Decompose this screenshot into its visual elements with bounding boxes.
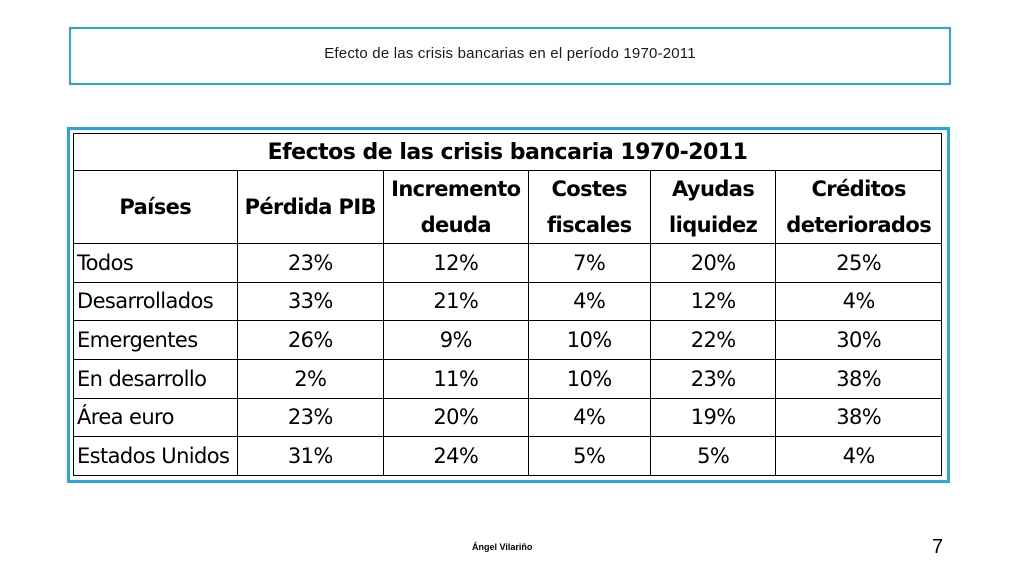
cell-costes-fiscales: 10% — [527, 320, 651, 360]
cell-creditos-deteriorados: 4% — [775, 281, 942, 322]
cell-creditos-deteriorados: 38% — [775, 397, 942, 438]
cell-creditos-deteriorados: 25% — [775, 243, 942, 283]
header-perdida-pib: Pérdida PIB — [236, 170, 385, 244]
header-paises: Países — [73, 170, 238, 244]
cell-creditos-deteriorados: 30% — [775, 320, 942, 360]
cell-perdida-pib: 26% — [236, 320, 385, 360]
header-costes-fiscales: Costes fiscales — [527, 170, 651, 244]
footer-author: Ángel Vilariño — [472, 542, 533, 552]
cell-costes-fiscales: 10% — [527, 358, 651, 399]
header-incremento-deuda: Incremento deuda — [383, 170, 529, 244]
table-row: Estados Unidos 31% 24% 5% 5% 4% — [73, 436, 942, 476]
header-creditos-deteriorados-line1: Créditos — [811, 177, 906, 201]
cell-creditos-deteriorados: 38% — [775, 358, 942, 399]
cell-perdida-pib: 31% — [236, 436, 385, 476]
header-ayudas-liquidez-line2: liquidez — [669, 213, 758, 237]
cell-incremento-deuda: 9% — [383, 320, 529, 360]
header-ayudas-liquidez-line1: Ayudas — [672, 177, 755, 201]
cell-ayudas-liquidez: 20% — [649, 243, 777, 283]
cell-incremento-deuda: 11% — [383, 358, 529, 399]
cell-costes-fiscales: 4% — [527, 397, 651, 438]
cell-ayudas-liquidez: 12% — [649, 281, 777, 322]
cell-perdida-pib: 23% — [236, 243, 385, 283]
cell-perdida-pib: 33% — [236, 281, 385, 322]
row-label: Emergentes — [73, 320, 238, 360]
row-label: Estados Unidos — [73, 436, 238, 476]
table-header-row: Países Pérdida PIB Incremento deuda Coste… — [73, 170, 942, 244]
row-label: Área euro — [73, 397, 238, 438]
cell-incremento-deuda: 20% — [383, 397, 529, 438]
header-ayudas-liquidez: Ayudas liquidez — [649, 170, 777, 244]
cell-incremento-deuda: 24% — [383, 436, 529, 476]
header-perdida-pib-line1: Pérdida PIB — [244, 195, 377, 219]
table-row: En desarrollo 2% 11% 10% 23% 38% — [73, 358, 942, 399]
cell-ayudas-liquidez: 22% — [649, 320, 777, 360]
cell-costes-fiscales: 4% — [527, 281, 651, 322]
header-paises-line1: Países — [119, 195, 192, 219]
page-number: 7 — [932, 536, 944, 558]
header-costes-fiscales-line1: Costes — [551, 177, 627, 201]
header-incremento-deuda-line1: Incremento — [391, 177, 521, 201]
header-creditos-deteriorados-line2: deteriorados — [786, 213, 932, 237]
table-caption: Efectos de las crisis bancaria 1970-2011 — [73, 133, 942, 171]
slide-title: Efecto de las crisis bancarias en el per… — [324, 45, 696, 62]
table-row: Área euro 23% 20% 4% 19% 38% — [73, 397, 942, 438]
table-row: Emergentes 26% 9% 10% 22% 30% — [73, 320, 942, 360]
cell-perdida-pib: 2% — [236, 358, 385, 399]
header-incremento-deuda-line2: deuda — [420, 213, 492, 237]
header-creditos-deteriorados: Créditos deteriorados — [775, 170, 942, 244]
header-costes-fiscales-line2: fiscales — [546, 213, 632, 237]
cell-incremento-deuda: 12% — [383, 243, 529, 283]
cell-incremento-deuda: 21% — [383, 281, 529, 322]
cell-perdida-pib: 23% — [236, 397, 385, 438]
cell-ayudas-liquidez: 23% — [649, 358, 777, 399]
cell-ayudas-liquidez: 19% — [649, 397, 777, 438]
row-label: Desarrollados — [73, 281, 238, 322]
cell-creditos-deteriorados: 4% — [775, 436, 942, 476]
cell-ayudas-liquidez: 5% — [649, 436, 777, 476]
title-box: Efecto de las crisis bancarias en el per… — [69, 27, 951, 85]
cell-costes-fiscales: 7% — [527, 243, 651, 283]
row-label: Todos — [73, 243, 238, 283]
row-label: En desarrollo — [73, 358, 238, 399]
crisis-effects-table: Efectos de las crisis bancaria 1970-2011… — [73, 133, 942, 476]
cell-costes-fiscales: 5% — [527, 436, 651, 476]
table-frame: Efectos de las crisis bancaria 1970-2011… — [67, 127, 950, 483]
table-row: Todos 23% 12% 7% 20% 25% — [73, 243, 942, 283]
table-row: Desarrollados 33% 21% 4% 12% 4% — [73, 281, 942, 322]
